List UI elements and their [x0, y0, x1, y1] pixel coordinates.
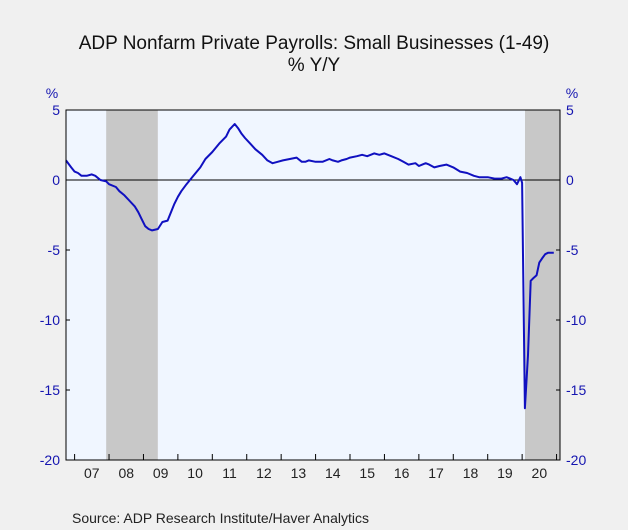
y-tick-label-left: 0 [52, 172, 60, 188]
x-tick-label: 15 [359, 465, 375, 481]
plot-frame [65, 109, 561, 461]
x-tick-label: 19 [497, 465, 513, 481]
y-tick-label-right: 5 [566, 102, 574, 118]
y-tick-label-left: -15 [40, 382, 60, 398]
x-tick-label: 10 [187, 465, 203, 481]
x-tick-label: 09 [153, 465, 169, 481]
y-tick-label-right: 0 [566, 172, 574, 188]
y-axis: 5 5 0 0 -5 -5 -10 -10 -15 -15 -20 -20 [40, 102, 587, 468]
x-tick-label: 13 [291, 465, 307, 481]
x-tick-label: 12 [256, 465, 272, 481]
recession-band-1 [106, 110, 158, 460]
x-tick-label: 08 [118, 465, 134, 481]
y-unit-right: % [566, 85, 578, 101]
x-axis: 07 08 09 10 11 12 13 14 15 16 17 18 19 20 [74, 454, 558, 481]
y-tick-label-right: -15 [566, 382, 586, 398]
y-tick-label-left: -10 [40, 312, 60, 328]
x-tick-label: 16 [394, 465, 410, 481]
y-tick-label-left: -5 [48, 242, 61, 258]
y-tick-label-right: -5 [566, 242, 579, 258]
x-tick-label: 11 [222, 465, 237, 481]
source-note: Source: ADP Research Institute/Haver Ana… [72, 510, 369, 526]
chart-title: ADP Nonfarm Private Payrolls: Small Busi… [78, 33, 550, 54]
y-unit-left: % [46, 85, 58, 101]
y-tick-label-left: 5 [52, 102, 60, 118]
y-tick-label-right: -20 [566, 452, 586, 468]
series-line [65, 123, 554, 410]
chart-subtitle: % Y/Y [287, 55, 341, 76]
x-tick-label: 18 [463, 465, 479, 481]
x-tick-label: 14 [325, 465, 341, 481]
x-tick-label: 20 [532, 465, 548, 481]
x-tick-label: 17 [428, 465, 444, 481]
x-tick-label: 07 [84, 465, 100, 481]
y-tick-label-left: -20 [40, 452, 60, 468]
y-tick-label-right: -10 [566, 312, 586, 328]
